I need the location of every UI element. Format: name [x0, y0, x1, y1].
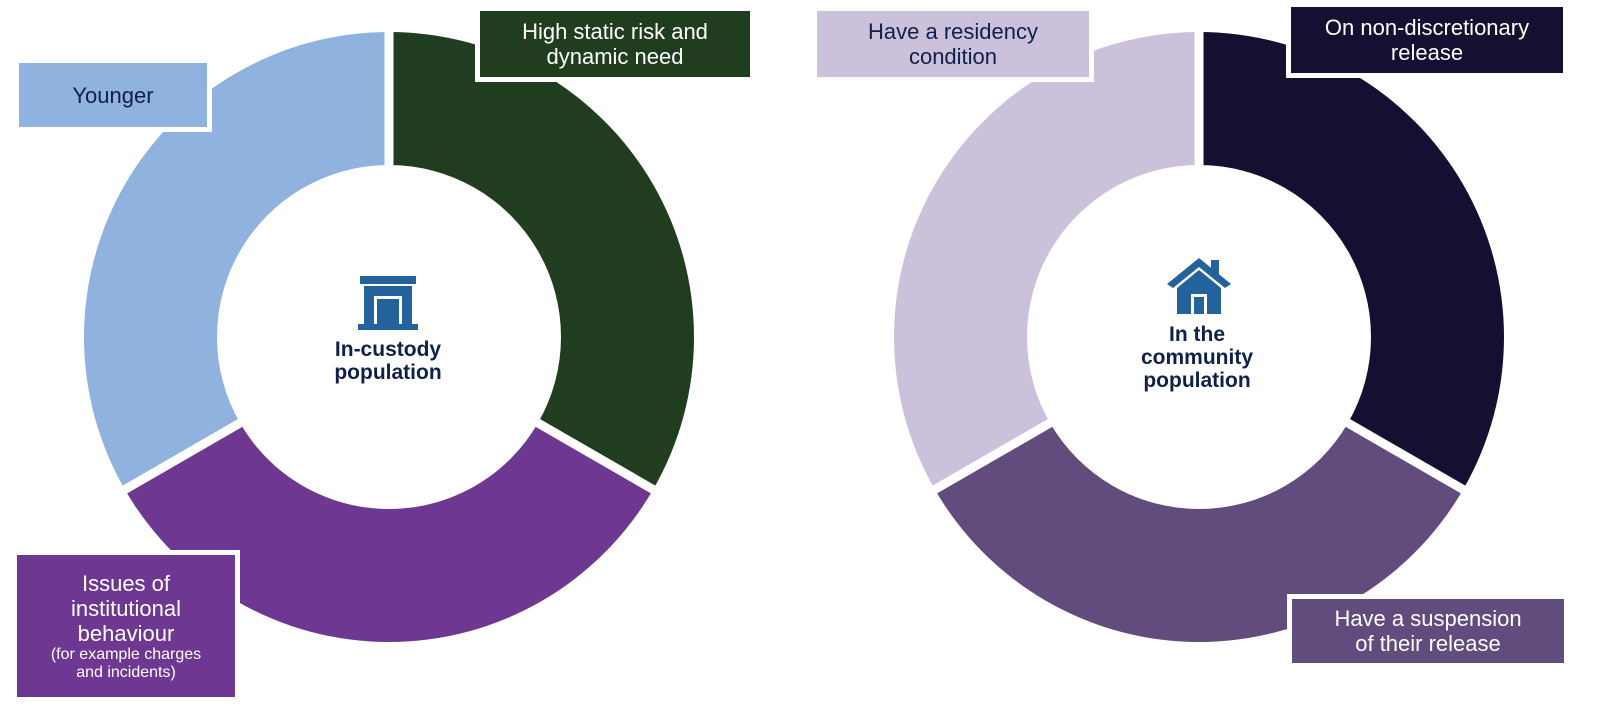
- label-high-static-risk-line-2: dynamic need: [546, 44, 684, 69]
- label-younger-line-1: Younger: [72, 82, 154, 108]
- label-younger: Younger: [14, 58, 212, 132]
- label-high-static-risk: High static risk and dynamic need: [475, 6, 755, 82]
- label-suspension-line-1: Have a suspension: [1334, 606, 1522, 631]
- left-center-title-line-1: In-custody: [334, 338, 442, 361]
- label-institutional-line-2: institutional: [70, 595, 182, 621]
- label-institutional-note-2: and incidents): [76, 663, 176, 681]
- label-residency-line-1: Have a residency: [868, 19, 1038, 44]
- right-center-title: In the community population: [1112, 323, 1282, 392]
- right-donut-separator-3: [929, 417, 1056, 496]
- right-donut-segment-3: [894, 32, 1199, 490]
- left-center-title-line-2: population: [334, 361, 442, 384]
- label-institutional-line-3: behaviour: [77, 620, 175, 646]
- left-donut-segment-3: [84, 32, 389, 490]
- left-donut: [84, 28, 695, 642]
- right-center-title-line-2: community: [1140, 346, 1253, 369]
- left-center-title: In-custody population: [303, 338, 473, 384]
- left-donut-separator-2: [532, 417, 659, 496]
- label-non-discretionary-release: On non-discretionary release: [1286, 2, 1568, 78]
- label-institutional-behaviour: Issues of institutional behaviour (for e…: [12, 550, 240, 702]
- right-donut-separator-2: [1342, 417, 1469, 496]
- prison-building-icon: [358, 274, 418, 335]
- label-institutional-line-1: Issues of: [81, 570, 171, 596]
- label-non-discretionary-line-1: On non-discretionary: [1324, 15, 1530, 40]
- right-donut-segment-2: [934, 423, 1464, 642]
- label-residency-condition: Have a residency condition: [812, 6, 1094, 82]
- label-non-discretionary-line-2: release: [1390, 40, 1464, 65]
- right-donut: [894, 28, 1504, 642]
- right-donut-segment-1: [1199, 32, 1504, 490]
- label-suspension-of-release: Have a suspension of their release: [1287, 594, 1569, 668]
- left-donut-segment-1: [389, 32, 695, 490]
- right-center-title-line-1: In the: [1169, 323, 1225, 346]
- label-high-static-risk-line-1: High static risk and: [522, 19, 708, 44]
- house-icon: [1167, 258, 1231, 321]
- left-donut-separator-3: [119, 417, 246, 496]
- right-center-title-line-3: population: [1143, 369, 1251, 392]
- label-suspension-line-2: of their release: [1355, 631, 1501, 656]
- label-residency-line-2: condition: [908, 44, 998, 69]
- label-institutional-note-1: (for example charges: [50, 645, 202, 663]
- left-donut-segment-2: [124, 423, 654, 642]
